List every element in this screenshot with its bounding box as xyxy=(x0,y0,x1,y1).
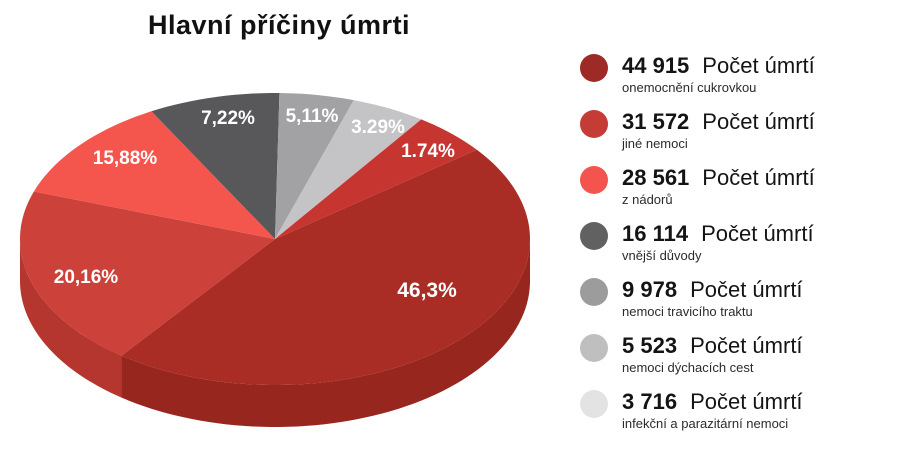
pie-percent-label: 20,16% xyxy=(54,267,119,288)
legend-bullet-circle xyxy=(580,390,608,418)
legend-bullet-circle xyxy=(580,54,608,82)
legend-bullet-circle xyxy=(580,166,608,194)
pie-percent-label: 7,22% xyxy=(201,108,255,129)
pie-slice xyxy=(275,100,422,239)
legend-unit-label: Počet úmrtí xyxy=(702,109,815,134)
legend-unit-label: Počet úmrtí xyxy=(690,389,803,414)
legend-value: 31 572 xyxy=(622,109,690,134)
pie-percent-label: 3.29% xyxy=(351,117,405,138)
legend-value: 3 716 xyxy=(622,389,678,414)
pie-percent-label: 46,3% xyxy=(397,279,457,302)
legend: 44 915 Počet úmrtí onemocnění cukrovkou 3… xyxy=(580,53,898,445)
pie-slice xyxy=(275,93,354,239)
legend-value: 5 523 xyxy=(622,333,678,358)
pie-chart: 46,3% 20,16% 15,88% 7,22% 5,11% 3.29% 1.74% xyxy=(20,93,530,427)
pie-slice-side xyxy=(20,239,122,398)
legend-value: 28 561 xyxy=(622,165,690,190)
legend-unit-label: Počet úmrtí xyxy=(702,53,815,78)
legend-unit-label: Počet úmrtí xyxy=(690,277,803,302)
legend-sublabel: jiné nemoci xyxy=(622,136,688,151)
legend-value: 16 114 xyxy=(622,221,689,246)
legend-sublabel: nemoci travicího traktu xyxy=(622,304,753,319)
legend-item: 44 915 Počet úmrtí onemocnění cukrovkou xyxy=(580,53,898,96)
legend-unit-label: Počet úmrtí xyxy=(702,165,815,190)
legend-item: 5 523 Počet úmrtí nemoci dýchacích cest xyxy=(580,333,898,376)
pie-slice xyxy=(275,119,477,239)
legend-sublabel: infekční a parazitární nemoci xyxy=(622,416,789,431)
pie-chart-canvas: 46,3% 20,16% 15,88% 7,22% 5,11% 3.29% 1.74% xyxy=(20,93,530,427)
legend-value: 44 915 xyxy=(622,53,690,78)
legend-sublabel: nemoci dýchacích cest xyxy=(622,360,754,375)
legend-item: 28 561 Počet úmrtí z nádorů xyxy=(580,165,898,208)
legend-item: 9 978 Počet úmrtí nemoci travicího traktu xyxy=(580,277,898,320)
pie-percent-label: 5,11% xyxy=(286,106,339,127)
pie-slice xyxy=(151,93,280,239)
legend-item: 31 572 Počet úmrtí jiné nemoci xyxy=(580,109,898,152)
legend-sublabel: vnější důvody xyxy=(622,248,702,263)
legend-sublabel: z nádorů xyxy=(622,192,673,207)
pie-percent-label: 1.74% xyxy=(401,141,455,162)
legend-item: 16 114 Počet úmrtí vnější důvody xyxy=(580,221,898,264)
pie-slice-side xyxy=(121,239,530,427)
legend-unit-label: Počet úmrtí xyxy=(690,333,803,358)
chart-title: Hlavní příčiny úmrti xyxy=(148,10,411,40)
pie-slice xyxy=(33,111,275,239)
legend-bullet-circle xyxy=(580,110,608,138)
pie-percent-label: 15,88% xyxy=(93,148,158,169)
legend-bullet-circle xyxy=(580,278,608,306)
legend-value: 9 978 xyxy=(622,277,678,302)
legend-bullet-circle xyxy=(580,222,608,250)
legend-sublabel: onemocnění cukrovkou xyxy=(622,80,757,95)
legend-bullet-circle xyxy=(580,334,608,362)
pie-slice xyxy=(121,149,530,385)
pie-slice xyxy=(20,191,276,356)
legend-unit-label: Počet úmrtí xyxy=(701,221,814,246)
legend-item: 3 716 Počet úmrtí infekční a parazitární … xyxy=(580,389,898,432)
